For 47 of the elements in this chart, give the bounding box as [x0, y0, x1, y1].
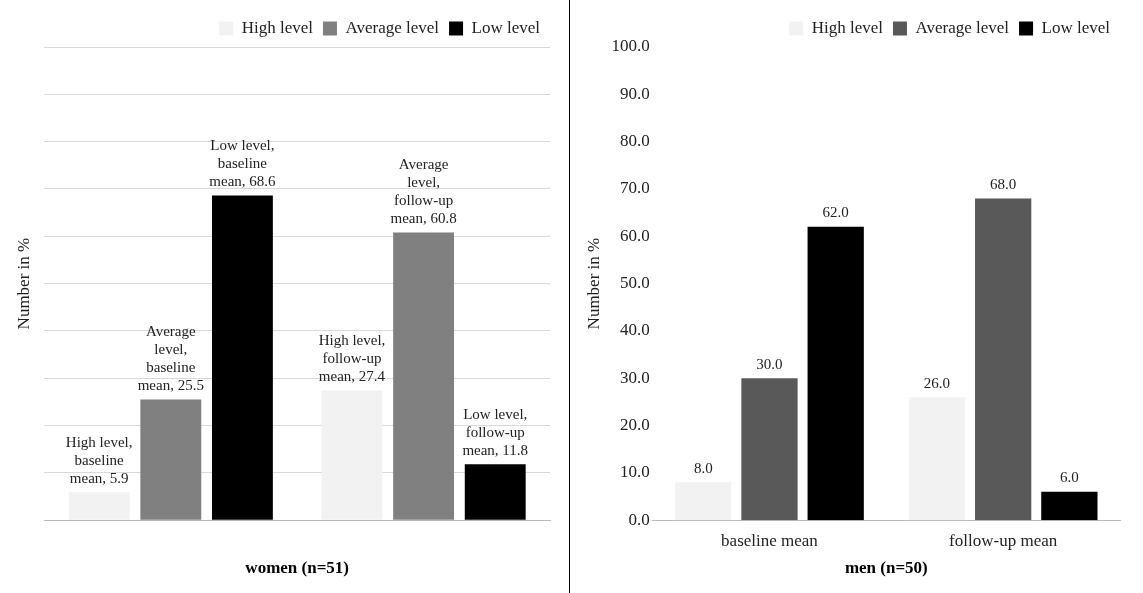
bar: [908, 397, 966, 521]
legend-label: Low level: [471, 17, 541, 37]
data-label: 68.0: [990, 175, 1017, 192]
data-label: 6.0: [1060, 469, 1079, 486]
data-label: High level, baseline mean, 5.9: [65, 433, 133, 486]
bar: [975, 198, 1032, 521]
y-tick-label: 100.0: [611, 36, 650, 56]
data-label: Low level, baseline mean, 68.6: [209, 137, 277, 190]
data-label: Low level, follow-up mean, 11.8: [462, 405, 529, 458]
legend-label: Average level: [345, 17, 440, 37]
bar: [68, 492, 130, 520]
data-label: Average level, baseline mean, 25.5: [137, 322, 204, 393]
data-label: 62.0: [822, 204, 849, 221]
bar: [807, 226, 864, 521]
y-tick-label: 60.0: [619, 225, 650, 245]
data-label: High level, follow-up mean, 27.4: [318, 331, 386, 384]
legend-label: Average level: [915, 17, 1010, 37]
y-tick-label: 70.0: [619, 178, 650, 198]
y-tick-label: 10.0: [619, 462, 650, 482]
y-tick-label: 80.0: [619, 131, 650, 151]
y-axis-title: Number in %: [13, 237, 33, 330]
bar: [675, 482, 732, 521]
y-tick-label: 30.0: [619, 367, 650, 387]
x-tick-label: baseline mean: [721, 530, 819, 550]
legend-label: Low level: [1041, 17, 1111, 37]
bar: [741, 378, 798, 521]
y-tick-label: 50.0: [619, 273, 650, 293]
y-tick-label: 40.0: [619, 320, 650, 340]
legend-label: High level: [811, 17, 884, 37]
bar: [211, 195, 273, 520]
legend-label: High level: [241, 17, 314, 37]
bar: [464, 464, 526, 520]
data-label: 30.0: [756, 355, 783, 372]
bar: [393, 232, 455, 520]
y-tick-label: 90.0: [619, 83, 650, 103]
bar: [321, 390, 383, 520]
data-label: Average level, follow-up mean, 60.8: [390, 155, 457, 226]
y-tick-label: 0.0: [628, 509, 650, 529]
data-label: 26.0: [923, 374, 951, 391]
bar: [1041, 491, 1098, 521]
y-tick-label: 20.0: [619, 415, 650, 435]
x-axis-title: women (n=51): [245, 558, 350, 578]
x-tick-label: follow-up mean: [949, 530, 1058, 550]
y-axis-title: Number in %: [583, 237, 603, 330]
bar: [140, 399, 202, 520]
data-label: 8.0: [693, 459, 713, 476]
x-axis-title: men (n=50): [844, 558, 928, 578]
